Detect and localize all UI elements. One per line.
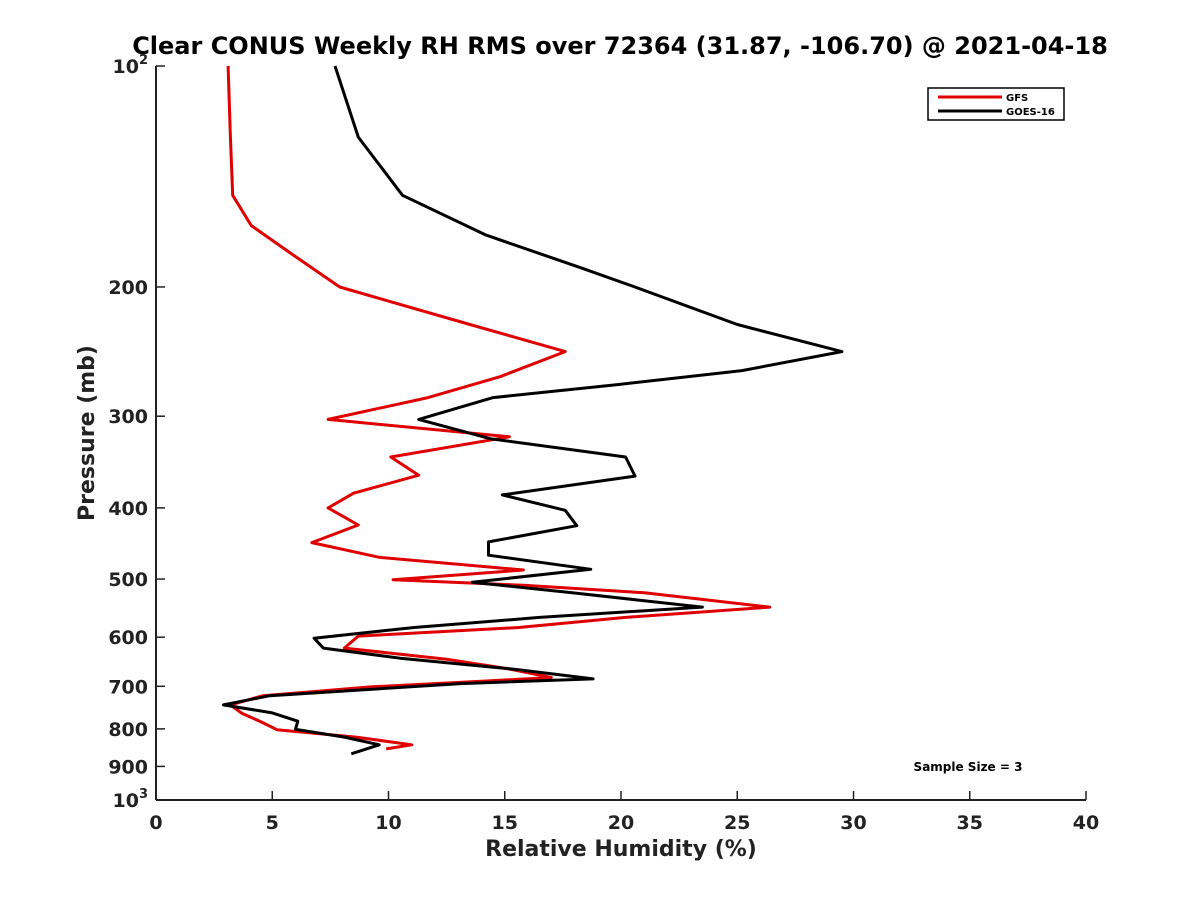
x-tick-label: 25	[724, 812, 750, 834]
y-tick-label-base: 10	[113, 790, 139, 812]
series-line-gfs	[226, 65, 772, 751]
legend-label-gfs: GFS	[1006, 93, 1028, 104]
y-axis-label: Pressure (mb)	[75, 345, 100, 521]
y-tick-label-base: 10	[113, 56, 139, 78]
x-axis-ticks: 0 5 10 15 20 25 30 35 40	[149, 791, 1099, 834]
plot-axes	[155, 66, 1086, 801]
y-tick-label: 103	[113, 787, 149, 812]
series-layer	[221, 65, 844, 756]
y-tick-label: 600	[108, 627, 148, 649]
legend-box	[927, 87, 1065, 121]
x-tick-label: 20	[608, 812, 634, 834]
y-tick-label-exponent: 2	[139, 53, 148, 68]
y-tick-label: 102	[113, 53, 149, 78]
x-tick-label: 10	[375, 812, 401, 834]
y-tick-label: 500	[108, 569, 148, 591]
y-tick-label-base: 500	[108, 569, 148, 591]
y-tick-label-base: 800	[108, 719, 148, 741]
y-tick-label: 300	[108, 406, 148, 428]
chart-title: Clear CONUS Weekly RH RMS over 72364 (31…	[132, 32, 1108, 60]
x-tick-label: 0	[149, 812, 162, 834]
y-tick-label-base: 600	[108, 627, 148, 649]
y-tick-label: 400	[108, 498, 148, 520]
y-tick-label-base: 200	[108, 277, 148, 299]
x-tick-label: 30	[840, 812, 866, 834]
y-tick-label: 800	[108, 719, 148, 741]
y-tick-label-base: 900	[108, 756, 148, 778]
x-tick-label: 35	[957, 812, 983, 834]
y-tick-label-base: 700	[108, 676, 148, 698]
y-tick-label: 700	[108, 676, 148, 698]
x-tick-label: 5	[266, 812, 279, 834]
series-line-goes-16	[221, 65, 844, 756]
sample-size-annotation: Sample Size = 3	[914, 760, 1023, 774]
y-tick-label: 200	[108, 277, 148, 299]
y-tick-label: 900	[108, 756, 148, 778]
x-tick-label: 15	[492, 812, 518, 834]
legend: GFS GOES-16	[927, 87, 1065, 121]
x-tick-label: 40	[1073, 812, 1099, 834]
legend-label-goes16: GOES-16	[1006, 107, 1055, 118]
y-tick-label-base: 400	[108, 498, 148, 520]
x-axis-label: Relative Humidity (%)	[485, 837, 757, 862]
y-tick-label-base: 300	[108, 406, 148, 428]
y-tick-label-exponent: 3	[139, 787, 148, 802]
